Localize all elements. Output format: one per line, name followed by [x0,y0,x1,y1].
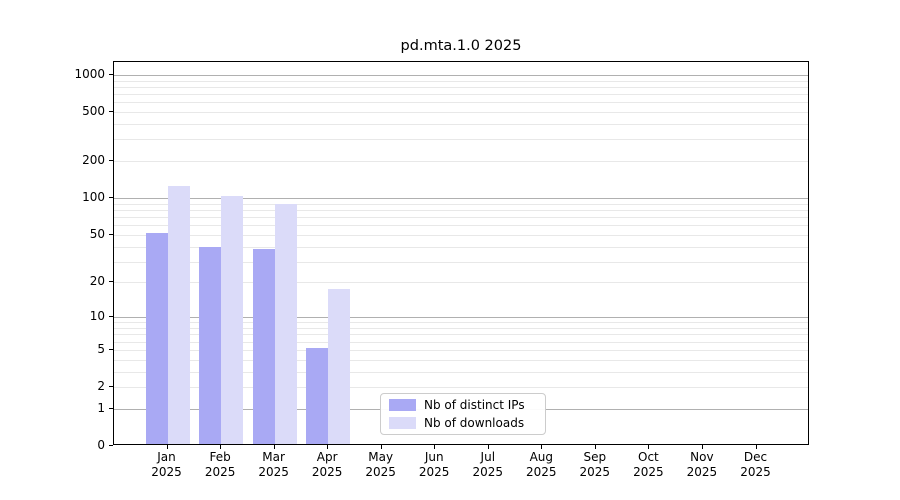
y-tick-label: 50 [89,226,105,241]
minor-gridline [114,328,808,329]
minor-gridline [114,139,808,141]
y-tick-label: 1000 [74,66,105,81]
minor-gridline [114,349,808,351]
distinct-ips-swatch-icon [389,399,416,411]
y-tick-label: 0 [97,438,105,452]
y-tick-mark [109,407,113,409]
y-tick-mark [109,111,113,112]
bar-distinct-ips [145,232,168,444]
y-tick-label: 200 [82,153,105,168]
major-gridline [114,317,808,319]
bar-downloads [167,186,190,444]
minor-gridline [114,112,808,113]
y-tick-label: 5 [97,341,105,356]
minor-gridline [114,282,808,284]
x-tick-mark [434,445,436,449]
minor-gridline [114,102,808,104]
x-tick-label: Jun 2025 [418,450,450,479]
major-gridline [114,198,808,200]
bar-downloads [328,288,351,444]
minor-gridline [114,387,808,388]
minor-gridline [114,261,808,263]
chart-title: pd.mta.1.0 2025 [400,38,522,54]
x-tick-mark [541,445,543,449]
minor-gridline [114,234,808,236]
minor-gridline [114,209,808,211]
major-gridline [114,74,808,76]
minor-gridline [114,334,808,336]
plot-area [113,61,809,445]
minor-gridline [114,161,808,163]
x-tick-label: Jan 2025 [151,450,182,479]
minor-gridline [114,217,808,218]
x-tick-mark [701,445,703,449]
y-tick-mark [109,197,113,199]
x-tick-label: Mar 2025 [258,450,289,479]
minor-gridline [114,246,808,248]
x-tick-mark [755,445,757,449]
y-tick-mark [109,316,113,318]
y-tick-label: 100 [82,190,105,205]
x-tick-mark [648,445,650,449]
x-tick-mark [594,445,596,449]
minor-gridline [114,322,808,324]
y-tick-label: 500 [82,104,105,118]
x-tick-label: Aug 2025 [526,450,557,479]
y-tick-mark [109,73,113,75]
x-tick-mark [273,445,275,449]
x-tick-label: Apr 2025 [311,450,343,479]
y-tick-mark [109,348,113,350]
x-tick-mark [380,445,382,449]
y-tick-label: 1 [97,400,105,415]
x-tick-mark [487,445,489,449]
minor-gridline [114,94,808,95]
x-tick-label: Dec 2025 [740,450,771,479]
legend-label-distinct-ips: Nb of distinct IPs [424,398,525,412]
minor-gridline [114,359,808,361]
bar-distinct-ips [306,347,329,444]
bar-distinct-ips [199,247,222,444]
x-tick-label: Feb 2025 [204,450,236,479]
bar-downloads [274,204,297,444]
x-tick-mark [166,445,168,449]
minor-gridline [114,80,808,82]
y-tick-mark [109,160,113,162]
y-tick-mark [109,445,113,446]
y-tick-mark [109,386,113,387]
legend: Nb of distinct IPs Nb of downloads [380,393,546,435]
x-tick-mark [220,445,222,449]
y-tick-label: 20 [89,274,105,289]
x-tick-label: Oct 2025 [633,450,664,479]
minor-gridline [114,124,808,125]
minor-gridline [114,203,808,205]
y-tick-label: 2 [97,379,105,393]
legend-label-downloads: Nb of downloads [424,416,525,430]
x-tick-label: Nov 2025 [686,450,718,479]
legend-item-distinct-ips: Nb of distinct IPs [389,398,545,412]
minor-gridline [114,86,808,88]
legend-item-downloads: Nb of downloads [389,416,545,430]
y-tick-mark [109,233,113,235]
minor-gridline [114,371,808,373]
y-tick-label: 10 [89,309,105,324]
x-tick-label: Jul 2025 [472,450,504,479]
minor-gridline [114,341,808,343]
x-tick-mark [327,445,329,449]
minor-gridline [114,225,808,227]
bar-downloads [221,195,244,444]
x-tick-label: May 2025 [365,450,396,479]
y-tick-mark [109,281,113,283]
downloads-swatch-icon [389,417,416,429]
x-tick-label: Sep 2025 [579,450,611,479]
bar-distinct-ips [252,248,275,444]
